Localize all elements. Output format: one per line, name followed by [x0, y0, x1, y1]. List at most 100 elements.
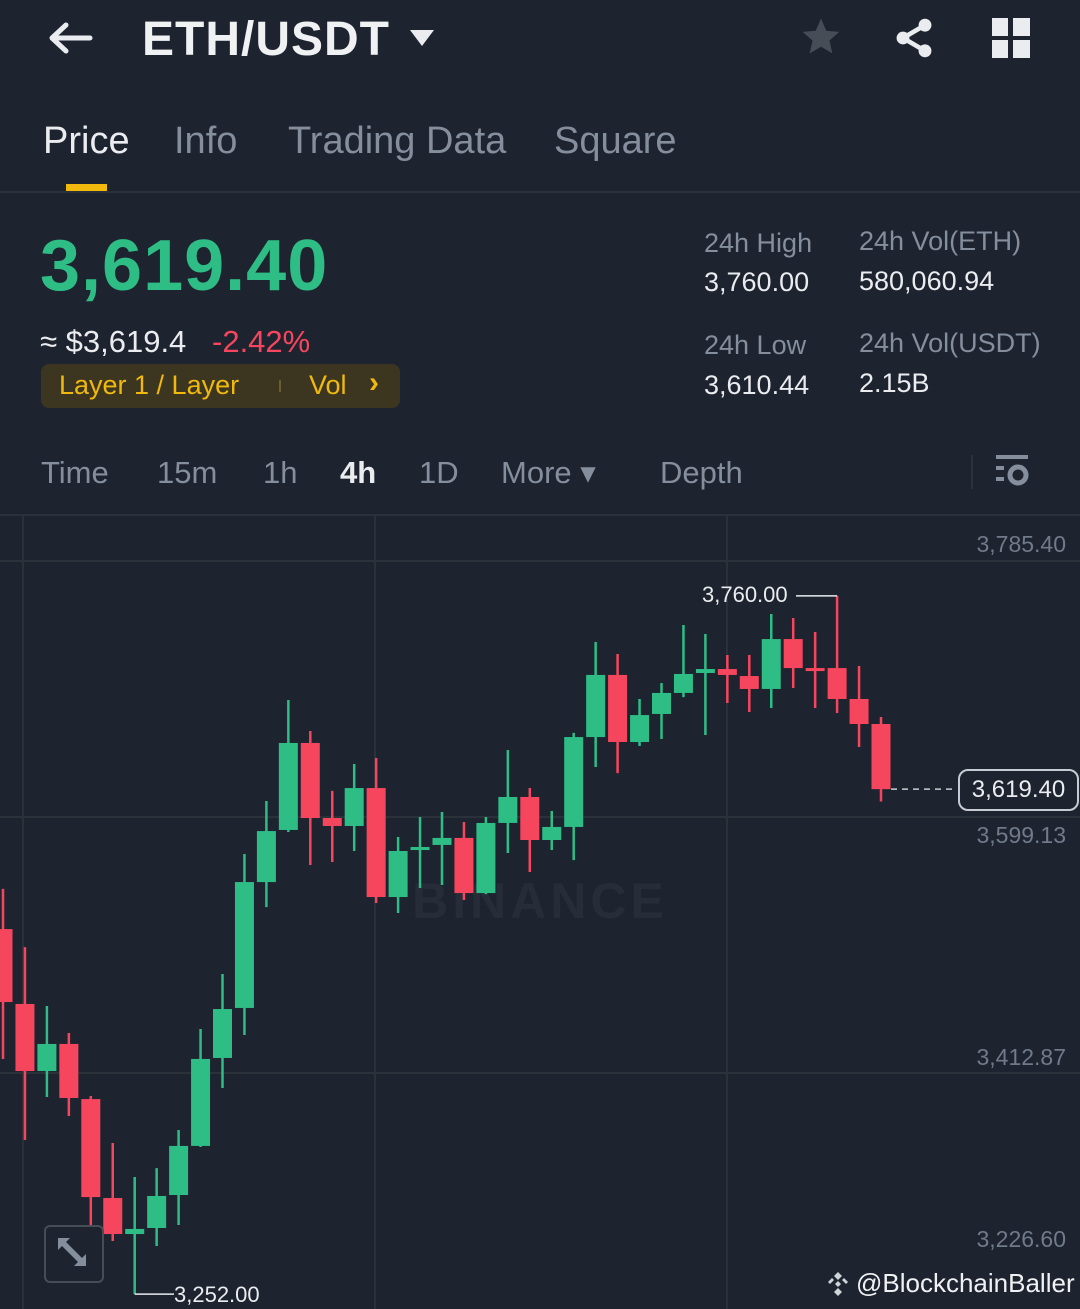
candle-body — [630, 715, 650, 743]
candle-body — [169, 1145, 189, 1196]
dropdown-caret-icon[interactable] — [408, 28, 436, 48]
category-tag[interactable]: Layer 1 / Layer Vol › — [41, 364, 400, 408]
candle — [717, 655, 737, 703]
candle — [783, 618, 803, 688]
candle — [37, 1006, 57, 1098]
handle-text: @BlockchainBaller — [856, 1268, 1075, 1298]
candle — [388, 836, 408, 913]
tab-square[interactable]: Square — [554, 120, 677, 162]
candle-body — [213, 1009, 232, 1058]
back-arrow-icon[interactable] — [46, 20, 94, 56]
candle-body — [388, 850, 408, 898]
candle-body — [498, 796, 518, 823]
candle-body — [739, 676, 759, 689]
price-change: -2.42% — [212, 324, 311, 359]
candle — [673, 625, 693, 698]
candle-body — [256, 831, 276, 883]
last-price-marker: 3,619.40 — [958, 769, 1079, 811]
divider — [0, 191, 1080, 193]
low-label: 24h Low — [704, 330, 807, 360]
candle-body — [59, 1043, 79, 1098]
tab-depth[interactable]: Depth — [660, 455, 743, 490]
candle — [0, 888, 13, 1059]
usd-price: ≈ $3,619.4 — [40, 324, 187, 359]
watermark-handle: @BlockchainBaller — [824, 1268, 1075, 1299]
interval-1h[interactable]: 1h — [263, 455, 298, 490]
candle — [542, 811, 562, 851]
candle-body — [410, 847, 430, 851]
candle-body — [805, 668, 825, 672]
candle — [476, 817, 496, 895]
tag-vol: Vol — [309, 370, 347, 400]
candle-body — [0, 929, 13, 1003]
candle-body — [81, 1099, 101, 1198]
high-label: 24h High — [704, 228, 813, 258]
low-marker-label: 3,252.00 — [174, 1282, 260, 1307]
share-icon[interactable] — [892, 15, 936, 61]
candle-body — [125, 1228, 145, 1235]
candle — [213, 974, 232, 1088]
candle — [695, 633, 715, 735]
divider — [971, 455, 973, 489]
interval-4h[interactable]: 4h — [340, 455, 377, 490]
y-tick-label: 3,412.87 — [976, 1044, 1066, 1070]
fullscreen-button[interactable] — [44, 1225, 104, 1283]
vol-usdt-value: 2.15B — [859, 368, 930, 398]
candle-body — [454, 837, 474, 894]
candle-body — [761, 639, 781, 689]
candle — [849, 666, 869, 747]
candle-body — [695, 669, 715, 674]
candle-body — [673, 673, 693, 693]
candle-body — [871, 724, 891, 790]
candle — [652, 683, 671, 739]
low-value: 3,610.44 — [704, 370, 810, 400]
candle — [586, 641, 606, 768]
chevron-right-icon: › — [369, 366, 379, 399]
expand-icon — [58, 1238, 86, 1266]
tab-price[interactable]: Price — [43, 120, 130, 162]
candle-body — [191, 1058, 211, 1146]
grid-icon[interactable] — [992, 18, 1030, 58]
candle-body — [717, 669, 737, 675]
candle-body — [322, 818, 342, 826]
active-tab-indicator — [66, 184, 107, 191]
candle — [125, 1176, 145, 1295]
candle-body — [344, 788, 364, 826]
candle — [81, 1096, 101, 1225]
candle — [344, 763, 364, 851]
tab-info[interactable]: Info — [174, 120, 238, 162]
candle-body — [827, 668, 847, 699]
candle — [454, 821, 474, 901]
interval-time[interactable]: Time — [41, 455, 109, 490]
tag-separator — [279, 380, 281, 392]
candle-body — [476, 822, 496, 894]
candle — [234, 854, 254, 1036]
pair-title[interactable]: ETH/USDT — [142, 13, 390, 66]
tab-trading-data[interactable]: Trading Data — [288, 120, 507, 162]
candle-body — [103, 1198, 123, 1235]
y-tick-label: 3,226.60 — [976, 1226, 1066, 1252]
candle-body — [586, 674, 606, 738]
candle — [761, 614, 781, 709]
candle — [805, 632, 825, 709]
candle — [520, 788, 540, 873]
divider — [0, 514, 1080, 516]
candle — [59, 1032, 79, 1116]
interval-1d[interactable]: 1D — [419, 455, 459, 490]
candle — [827, 595, 847, 714]
candle — [871, 716, 891, 802]
candle-body — [520, 796, 540, 840]
candle — [322, 790, 342, 862]
vol-usdt-label: 24h Vol(USDT) — [859, 328, 1041, 358]
candle — [191, 1028, 211, 1148]
binance-logo-icon — [828, 1271, 848, 1296]
candle — [169, 1129, 189, 1225]
candle — [147, 1168, 167, 1246]
candle-body — [37, 1043, 57, 1072]
interval-15m[interactable]: 15m — [157, 455, 218, 490]
interval-more[interactable]: More ▾ — [501, 455, 596, 490]
candle — [608, 654, 628, 774]
chart-settings-icon[interactable] — [996, 455, 1030, 489]
star-icon[interactable] — [799, 15, 843, 59]
